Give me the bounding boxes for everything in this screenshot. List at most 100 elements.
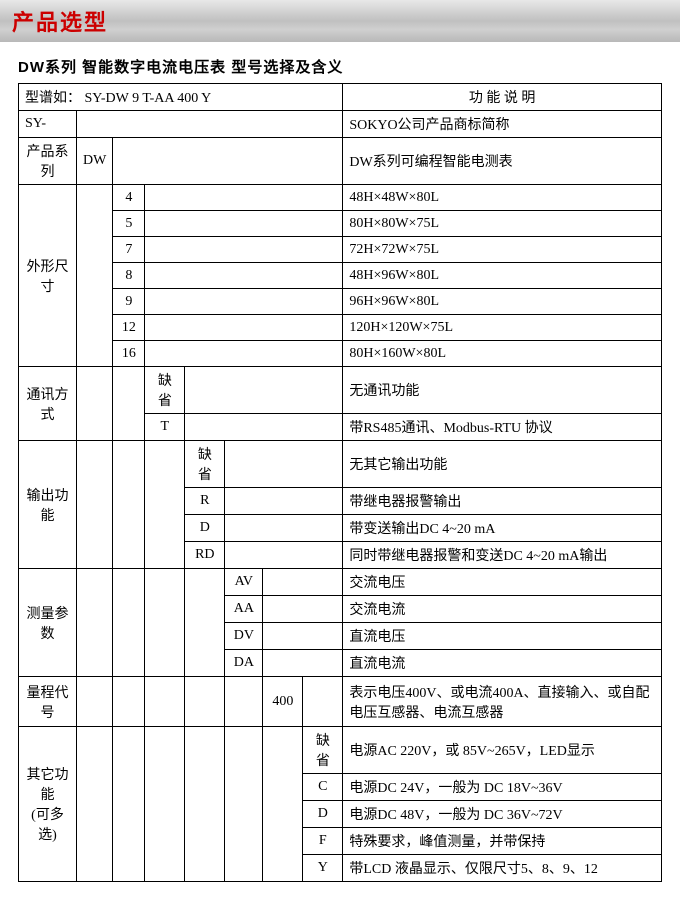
other-label-2: (可多选) [25, 804, 70, 844]
cell-other-code-1: C [303, 774, 343, 801]
cell-comm-label: 通讯方式 [19, 367, 77, 441]
row-size-5: 12 120H×120W×75L [19, 315, 662, 341]
row-size-2: 7 72H×72W×75L [19, 237, 662, 263]
cell-empty [225, 488, 343, 515]
cell-empty [185, 677, 225, 727]
cell-empty [113, 727, 145, 882]
cell-output-code-0: 缺省 [185, 441, 225, 488]
cell-other-label: 其它功能 (可多选) [19, 727, 77, 882]
cell-measure-desc-1: 交流电流 [343, 596, 662, 623]
cell-size-desc-2: 72H×72W×75L [343, 237, 662, 263]
cell-output-code-1: R [185, 488, 225, 515]
cell-empty [145, 237, 343, 263]
cell-model: 型谱如： SY-DW 9 T-AA 400 Y [19, 84, 343, 111]
cell-func-header: 功 能 说 明 [343, 84, 662, 111]
cell-empty [263, 623, 343, 650]
cell-other-desc-1: 电源DC 24V，一般为 DC 18V~36V [343, 774, 662, 801]
row-comm-0: 通讯方式 缺省 无通讯功能 [19, 367, 662, 414]
cell-empty [185, 367, 343, 414]
row-sy: SY- SOKYO公司产品商标简称 [19, 111, 662, 138]
cell-measure-code-3: DA [225, 650, 263, 677]
cell-empty [77, 677, 113, 727]
cell-range-desc: 表示电压400V、或电流400A、直接输入、或自配电压互感器、电流互感器 [343, 677, 662, 727]
row-range: 量程代号 400 表示电压400V、或电流400A、直接输入、或自配电压互感器、… [19, 677, 662, 727]
cell-empty [77, 185, 113, 367]
cell-measure-code-1: AA [225, 596, 263, 623]
cell-empty [113, 367, 145, 441]
row-size-3: 8 48H×96W×80L [19, 263, 662, 289]
cell-size-code-6: 16 [113, 341, 145, 367]
row-measure-0: 测量参数 AV 交流电压 [19, 569, 662, 596]
cell-size-code-1: 5 [113, 211, 145, 237]
cell-empty [225, 515, 343, 542]
cell-measure-desc-3: 直流电流 [343, 650, 662, 677]
cell-empty [113, 569, 145, 677]
cell-other-desc-4: 带LCD 液晶显示、仅限尺寸5、8、9、12 [343, 855, 662, 882]
cell-output-code-2: D [185, 515, 225, 542]
cell-empty [225, 677, 263, 727]
cell-range-code: 400 [263, 677, 303, 727]
cell-empty [145, 441, 185, 569]
cell-measure-desc-0: 交流电压 [343, 569, 662, 596]
row-output-0: 输出功能 缺省 无其它输出功能 [19, 441, 662, 488]
cell-size-code-3: 8 [113, 263, 145, 289]
cell-empty [263, 569, 343, 596]
cell-series-desc: DW系列可编程智能电测表 [343, 138, 662, 185]
cell-comm-desc-0: 无通讯功能 [343, 367, 662, 414]
cell-comm-desc-1: 带RS485通讯、Modbus-RTU 协议 [343, 414, 662, 441]
row-other-0: 其它功能 (可多选) 缺省 电源AC 220V，或 85V~265V，LED显示 [19, 727, 662, 774]
cell-measure-code-2: DV [225, 623, 263, 650]
cell-other-code-4: Y [303, 855, 343, 882]
cell-empty [185, 414, 343, 441]
cell-empty [145, 289, 343, 315]
content: DW系列 智能数字电流电压表 型号选择及含义 型谱如： SY-DW 9 T-AA… [0, 42, 680, 900]
cell-size-desc-0: 48H×48W×80L [343, 185, 662, 211]
cell-empty [145, 569, 185, 677]
cell-measure-code-0: AV [225, 569, 263, 596]
cell-size-code-5: 12 [113, 315, 145, 341]
model-label: 型谱如： [25, 91, 81, 106]
model-example: SY-DW 9 T-AA 400 Y [85, 91, 212, 106]
cell-sy-code: SY- [19, 111, 77, 138]
cell-other-desc-3: 特殊要求，峰值测量，并带保持 [343, 828, 662, 855]
cell-size-code-2: 7 [113, 237, 145, 263]
cell-empty [113, 677, 145, 727]
cell-empty [145, 315, 343, 341]
cell-series-label: 产品系列 [19, 138, 77, 185]
cell-sy-desc: SOKYO公司产品商标简称 [343, 111, 662, 138]
cell-empty [185, 569, 225, 677]
cell-empty [225, 441, 343, 488]
row-size-0: 外形尺寸 4 48H×48W×80L [19, 185, 662, 211]
cell-measure-desc-2: 直流电压 [343, 623, 662, 650]
cell-series-code: DW [77, 138, 113, 185]
cell-empty [145, 211, 343, 237]
cell-size-code-0: 4 [113, 185, 145, 211]
cell-empty [303, 677, 343, 727]
cell-empty [263, 650, 343, 677]
cell-empty [77, 727, 113, 882]
cell-output-desc-0: 无其它输出功能 [343, 441, 662, 488]
cell-empty [77, 111, 343, 138]
cell-size-desc-5: 120H×120W×75L [343, 315, 662, 341]
other-label-1: 其它功能 [25, 764, 70, 804]
cell-empty [145, 727, 185, 882]
cell-other-code-2: D [303, 801, 343, 828]
cell-empty [263, 727, 303, 882]
cell-empty [145, 341, 343, 367]
cell-empty [225, 542, 343, 569]
cell-comm-code-0: 缺省 [145, 367, 185, 414]
cell-empty [145, 185, 343, 211]
cell-other-desc-0: 电源AC 220V，或 85V~265V，LED显示 [343, 727, 662, 774]
cell-empty [145, 263, 343, 289]
cell-output-desc-2: 带变送输出DC 4~20 mA [343, 515, 662, 542]
header-bar: 产品选型 [0, 0, 680, 42]
cell-output-desc-3: 同时带继电器报警和变送DC 4~20 mA输出 [343, 542, 662, 569]
cell-size-desc-6: 80H×160W×80L [343, 341, 662, 367]
cell-measure-label: 测量参数 [19, 569, 77, 677]
cell-empty [113, 441, 145, 569]
cell-output-label: 输出功能 [19, 441, 77, 569]
cell-other-code-0: 缺省 [303, 727, 343, 774]
cell-empty [225, 727, 263, 882]
page-title: 产品选型 [12, 5, 108, 37]
cell-empty [185, 727, 225, 882]
